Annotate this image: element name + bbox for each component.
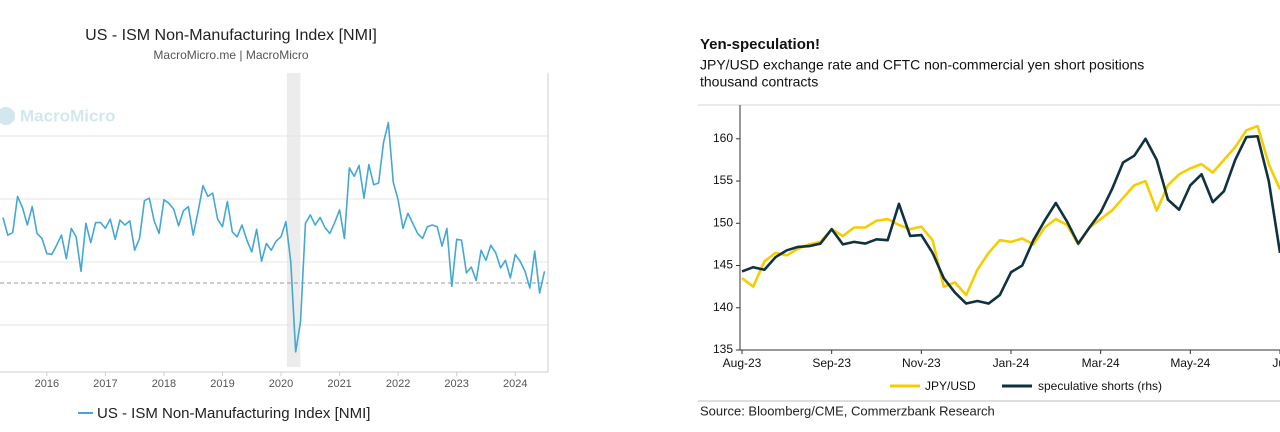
series-line	[741, 134, 1280, 305]
y-tick-label: 135	[713, 342, 733, 356]
y-tick-label: 140	[713, 300, 733, 314]
x-tick-label: Jan-24	[993, 356, 1030, 370]
x-tick-label: 2018	[152, 378, 176, 390]
legend-label: US - ISM Non-Manufacturing Index [NMI]	[97, 405, 370, 422]
x-tick-label: 2021	[327, 378, 351, 390]
chart-title: US - ISM Non-Manufacturing Index [NMI]	[85, 27, 377, 44]
watermark-icon	[0, 107, 15, 125]
y-tick-label: 150	[713, 215, 733, 229]
legend-label: speculative shorts (rhs)	[1038, 379, 1162, 393]
chart-title: Yen-speculation!	[700, 36, 820, 53]
watermark: MacroMicro	[20, 106, 115, 125]
x-tick-label: Sep-23	[812, 356, 851, 370]
y-tick-label: 155	[713, 173, 733, 187]
y-tick-label: 145	[713, 258, 733, 272]
y-tick-label: 160	[713, 131, 733, 145]
chart-subtitle: thousand contracts	[700, 74, 818, 90]
shaded-band	[286, 73, 301, 367]
x-tick-label: May-24	[1170, 356, 1210, 370]
x-tick-label: 2020	[269, 378, 293, 390]
x-tick-label: 2024	[503, 378, 527, 390]
x-tick-label: Jul	[1272, 356, 1280, 370]
series-line	[2, 121, 546, 353]
x-tick-label: 2016	[35, 378, 59, 390]
x-tick-label: 2017	[93, 378, 117, 390]
x-tick-label: Mar-24	[1082, 356, 1120, 370]
x-tick-label: 2019	[210, 378, 234, 390]
x-tick-label: Aug-23	[723, 356, 762, 370]
x-tick-label: Nov-23	[902, 356, 941, 370]
legend-label: JPY/USD	[925, 379, 976, 393]
chart-subtitle: JPY/USD exchange rate and CFTC non-comme…	[700, 57, 1144, 73]
x-tick-label: 2023	[444, 378, 468, 390]
x-tick-label: 2022	[386, 378, 410, 390]
series-line	[741, 124, 1280, 297]
chart-subtitle: MacroMicro.me | MacroMicro	[153, 48, 308, 62]
source-note: Source: Bloomberg/CME, Commerzbank Resea…	[700, 403, 995, 418]
